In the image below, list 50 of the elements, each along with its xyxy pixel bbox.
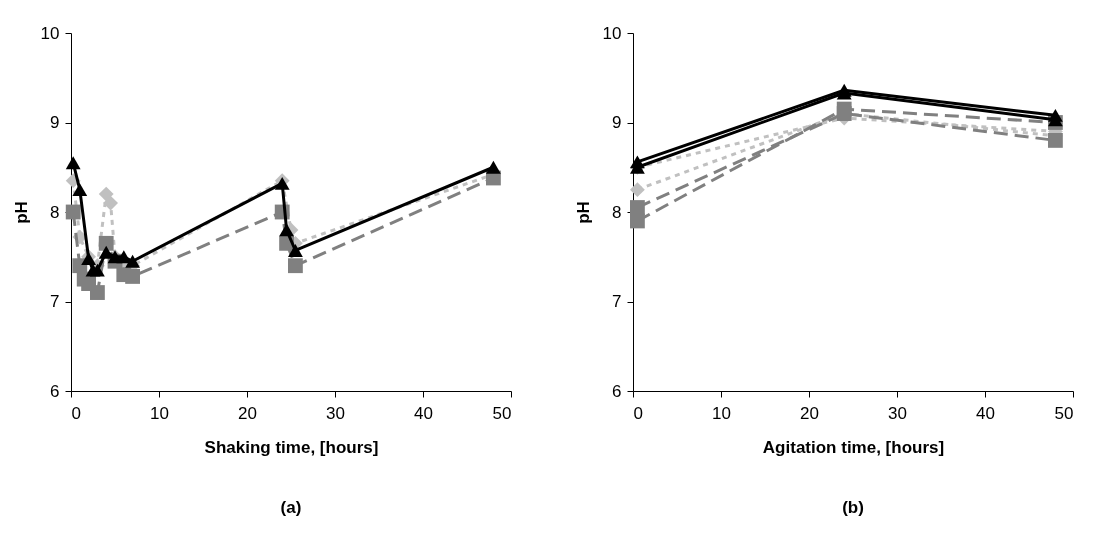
- x-tick-label: 40: [414, 403, 433, 423]
- x-tick-label: 20: [800, 403, 819, 423]
- point: [629, 155, 645, 169]
- x-tick-label: 0: [633, 403, 643, 423]
- point: [125, 269, 141, 284]
- point: [629, 213, 645, 229]
- x-tick-label: 20: [238, 403, 257, 423]
- point: [65, 156, 81, 170]
- point: [279, 223, 295, 237]
- x-tick-label: 10: [150, 403, 169, 423]
- x-tick-label: 50: [492, 403, 512, 423]
- y-axis-title: pH: [573, 201, 593, 224]
- point: [89, 285, 105, 300]
- x-tick-label: 0: [71, 403, 81, 423]
- point: [98, 186, 114, 202]
- point: [65, 204, 81, 220]
- point: [629, 200, 645, 215]
- x-tick-label: 50: [1054, 403, 1074, 423]
- y-tick-label: 7: [612, 292, 622, 311]
- y-tick-label: 8: [612, 202, 622, 222]
- point: [125, 254, 141, 268]
- point: [98, 235, 114, 251]
- point: [1047, 108, 1063, 122]
- y-tick-label: 7: [50, 292, 60, 311]
- point: [98, 245, 114, 259]
- y-tick-label: 10: [40, 23, 60, 43]
- x-tick-label: 40: [976, 403, 995, 423]
- x-axis-title: Agitation time, [hours]: [762, 437, 945, 457]
- text: (a): [280, 498, 302, 517]
- point: [629, 182, 645, 198]
- y-tick-label: 9: [50, 113, 60, 132]
- point: [1047, 132, 1063, 148]
- point: [485, 160, 501, 174]
- y-axis-title: pH: [11, 201, 31, 224]
- point: [287, 258, 303, 274]
- y-tick-label: 6: [50, 381, 60, 401]
- y-tick-label: 8: [50, 202, 60, 222]
- x-tick-label: 30: [888, 403, 907, 423]
- point: [287, 244, 303, 257]
- point: [836, 101, 852, 117]
- y-tick-label: 10: [602, 23, 622, 43]
- x-axis-title: Shaking time, [hours]: [204, 437, 379, 457]
- text: (b): [842, 498, 864, 517]
- y-tick-label: 6: [612, 381, 622, 401]
- x-tick-label: 30: [326, 403, 345, 423]
- point: [103, 195, 119, 211]
- y-tick-label: 9: [612, 113, 622, 132]
- point: [89, 263, 105, 277]
- x-tick-label: 10: [712, 403, 731, 423]
- point: [72, 183, 88, 197]
